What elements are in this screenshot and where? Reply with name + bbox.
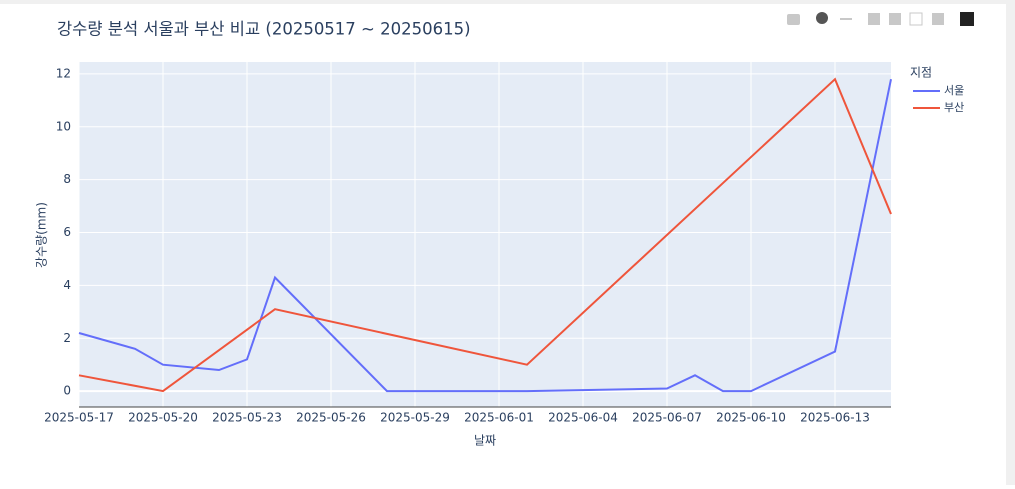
chart-title: 강수량 분석 서울과 부산 비교 (20250517 ~ 20250615) xyxy=(57,20,471,39)
zoom-out-icon[interactable] xyxy=(889,13,901,25)
x-tick-label: 2025-05-29 xyxy=(380,411,450,425)
y-tick-label: 4 xyxy=(63,278,71,292)
x-tick-label: 2025-05-17 xyxy=(44,411,114,425)
series-line xyxy=(78,77,892,393)
reset-icon[interactable] xyxy=(932,13,944,25)
x-tick-label: 2025-06-04 xyxy=(548,411,618,425)
y-tick-label: 6 xyxy=(63,225,71,239)
series-line xyxy=(78,78,892,393)
scrollbar[interactable] xyxy=(1006,0,1015,485)
top-border xyxy=(0,0,1015,4)
pan-icon[interactable] xyxy=(840,18,852,20)
y-axis-title: 강수량(mm) xyxy=(35,202,49,268)
zoom-icon[interactable] xyxy=(816,12,828,24)
x-tick-label: 2025-06-07 xyxy=(632,411,702,425)
x-tick-label: 2025-05-20 xyxy=(128,411,198,425)
x-axis-title: 날짜 xyxy=(474,434,496,448)
x-tick-label: 2025-06-10 xyxy=(716,411,786,425)
y-tick-label: 2 xyxy=(63,331,71,345)
y-tick-label: 0 xyxy=(63,384,71,398)
legend-label: 부산 xyxy=(944,101,964,114)
y-tick-label: 10 xyxy=(56,119,71,133)
zoom-in-icon[interactable] xyxy=(868,13,880,25)
x-tick-label: 2025-05-23 xyxy=(212,411,282,425)
legend-label: 서울 xyxy=(944,84,964,97)
modebar xyxy=(787,12,974,26)
plot-area xyxy=(79,62,891,407)
x-tick-label: 2025-06-01 xyxy=(464,411,534,425)
legend-title: 지점 xyxy=(910,66,932,80)
x-tick-label: 2025-05-26 xyxy=(296,411,366,425)
plotly-logo[interactable] xyxy=(960,12,974,26)
y-tick-label: 8 xyxy=(63,172,71,186)
x-tick-label: 2025-06-13 xyxy=(800,411,870,425)
y-tick-label: 12 xyxy=(56,66,71,80)
autoscale-icon[interactable] xyxy=(909,12,923,26)
camera-icon[interactable] xyxy=(787,14,800,25)
